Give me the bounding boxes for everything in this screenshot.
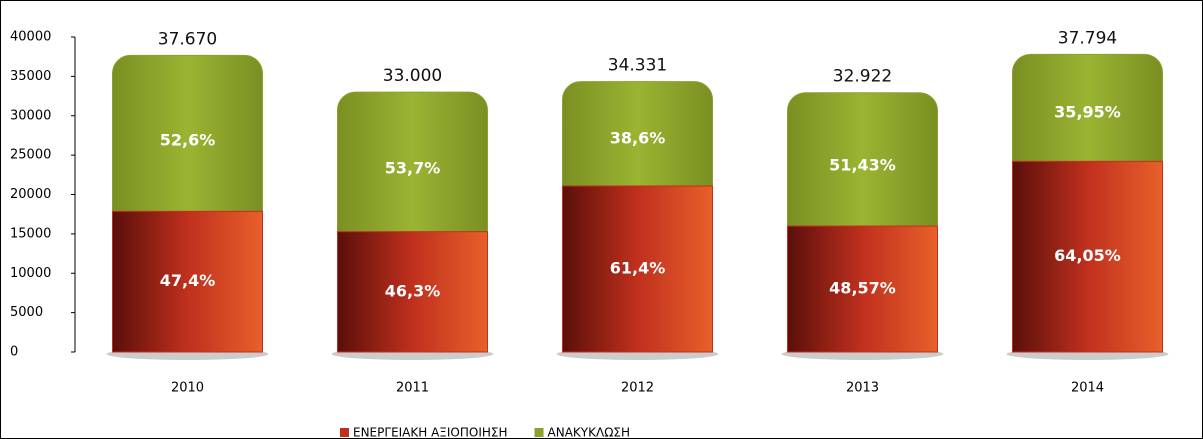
total-label: 32.922 [833,67,892,87]
y-tick-label: 15000 [10,226,51,241]
x-tick-label: 2011 [396,381,429,396]
legend-swatch [340,428,349,437]
percent-label: 47,4% [160,271,216,290]
total-label: 34.331 [608,56,667,76]
percent-label: 51,43% [829,156,896,175]
x-tick-label: 2010 [171,381,204,396]
y-tick-label: 20000 [10,187,51,202]
bar-segment [337,231,488,353]
total-label: 37.794 [1058,28,1117,48]
total-label: 37.670 [158,29,217,49]
legend-swatch [534,428,544,437]
bar-segment [562,185,713,353]
percent-label: 46,3% [385,281,441,300]
y-tick-label: 10000 [10,266,51,281]
bar-segment [787,225,938,353]
percent-label: 38,6% [610,129,666,148]
y-tick-label: 35000 [10,69,51,84]
percent-label: 53,7% [385,158,441,177]
bar-segment [1012,160,1163,353]
percent-label: 61,4% [610,259,666,278]
y-tick-label: 25000 [10,148,51,163]
percent-label: 52,6% [160,131,216,150]
x-tick-label: 2014 [1071,381,1104,396]
y-tick-label: 30000 [10,108,51,123]
y-tick-label: 5000 [10,305,43,320]
x-tick-label: 2013 [846,381,879,396]
x-tick-label: 2012 [621,381,654,396]
legend-label: ΕΝΕΡΓΕΙΑΚΗ ΑΞΙΟΠΟΙΗΣΗ [353,426,508,439]
total-label: 33.000 [383,66,442,86]
bar-segment [112,210,263,353]
percent-label: 48,57% [829,279,896,298]
y-tick-label: 0 [10,345,18,360]
percent-label: 64,05% [1054,246,1121,265]
legend-label: ΑΝΑΚΥΚΛΩΣΗ [548,426,630,439]
y-tick-label: 40000 [10,30,51,45]
percent-label: 35,95% [1054,103,1121,122]
